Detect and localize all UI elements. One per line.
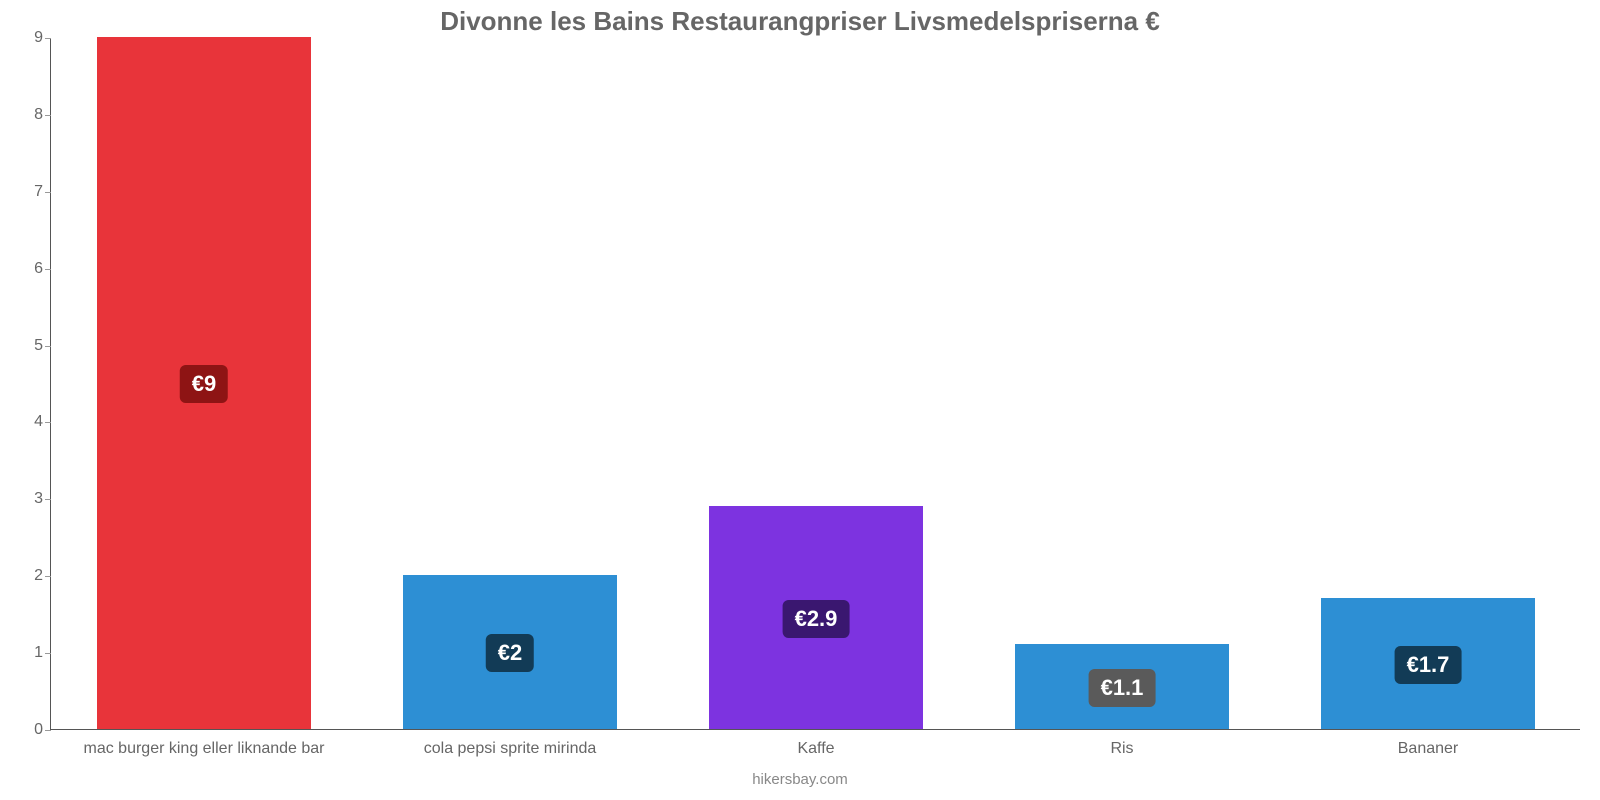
x-category-label: mac burger king eller liknande bar xyxy=(83,740,324,758)
x-category-label: Kaffe xyxy=(797,740,834,758)
y-tick xyxy=(45,192,51,193)
y-tick-label: 3 xyxy=(17,490,43,508)
y-tick xyxy=(45,115,51,116)
bar-value-badge: €2.9 xyxy=(783,600,850,638)
y-tick-label: 1 xyxy=(17,644,43,662)
y-tick-label: 8 xyxy=(17,106,43,124)
x-category-label: Bananer xyxy=(1398,740,1459,758)
y-tick-label: 6 xyxy=(17,260,43,278)
y-tick xyxy=(45,576,51,577)
chart-title: Divonne les Bains Restaurangpriser Livsm… xyxy=(0,6,1600,37)
y-tick xyxy=(45,38,51,39)
chart-source: hikersbay.com xyxy=(0,771,1600,788)
bar-value-badge: €9 xyxy=(180,365,228,403)
y-tick xyxy=(45,730,51,731)
price-bar-chart: Divonne les Bains Restaurangpriser Livsm… xyxy=(0,0,1600,800)
y-tick xyxy=(45,653,51,654)
y-tick-label: 4 xyxy=(17,413,43,431)
y-tick xyxy=(45,269,51,270)
bar-value-badge: €1.7 xyxy=(1395,646,1462,684)
bar-value-badge: €2 xyxy=(486,634,534,672)
y-tick-label: 2 xyxy=(17,567,43,585)
y-tick xyxy=(45,422,51,423)
plot-area: 0123456789€9mac burger king eller liknan… xyxy=(50,38,1580,730)
bar-value-badge: €1.1 xyxy=(1089,669,1156,707)
y-tick xyxy=(45,346,51,347)
y-tick-label: 7 xyxy=(17,183,43,201)
x-category-label: cola pepsi sprite mirinda xyxy=(424,740,597,758)
y-tick-label: 5 xyxy=(17,337,43,355)
y-tick xyxy=(45,499,51,500)
y-tick-label: 9 xyxy=(17,29,43,47)
y-tick-label: 0 xyxy=(17,721,43,739)
x-category-label: Ris xyxy=(1110,740,1133,758)
